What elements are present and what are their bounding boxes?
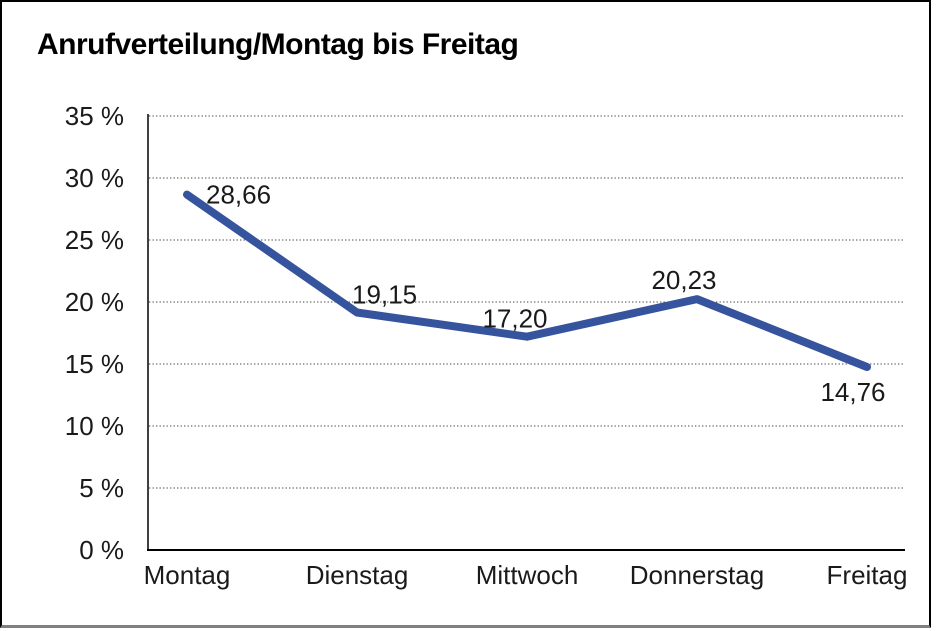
data-line bbox=[183, 190, 871, 371]
y-tick-label: 35 % bbox=[65, 101, 124, 131]
y-tick-label: 15 % bbox=[65, 349, 124, 379]
y-tick-label: 20 % bbox=[65, 287, 124, 317]
x-category-label: Montag bbox=[144, 560, 231, 590]
y-tick-label: 30 % bbox=[65, 163, 124, 193]
x-category-label: Freitag bbox=[827, 560, 908, 590]
data-point-label: 14,76 bbox=[820, 377, 885, 407]
y-tick-label: 10 % bbox=[65, 411, 124, 441]
data-point-label: 19,15 bbox=[352, 280, 417, 310]
y-tick-label: 5 % bbox=[79, 473, 124, 503]
y-tick-label: 25 % bbox=[65, 225, 124, 255]
data-point-label: 20,23 bbox=[651, 265, 716, 295]
x-category-label: Donnerstag bbox=[630, 560, 764, 590]
chart-title: Anrufverteilung/Montag bis Freitag bbox=[37, 28, 519, 61]
x-category-label: Dienstag bbox=[306, 560, 409, 590]
x-category-label: Mittwoch bbox=[476, 560, 579, 590]
data-point-label: 28,66 bbox=[206, 180, 271, 210]
y-tick-label: 0 % bbox=[79, 535, 124, 565]
data-point-label: 17,20 bbox=[482, 304, 547, 334]
